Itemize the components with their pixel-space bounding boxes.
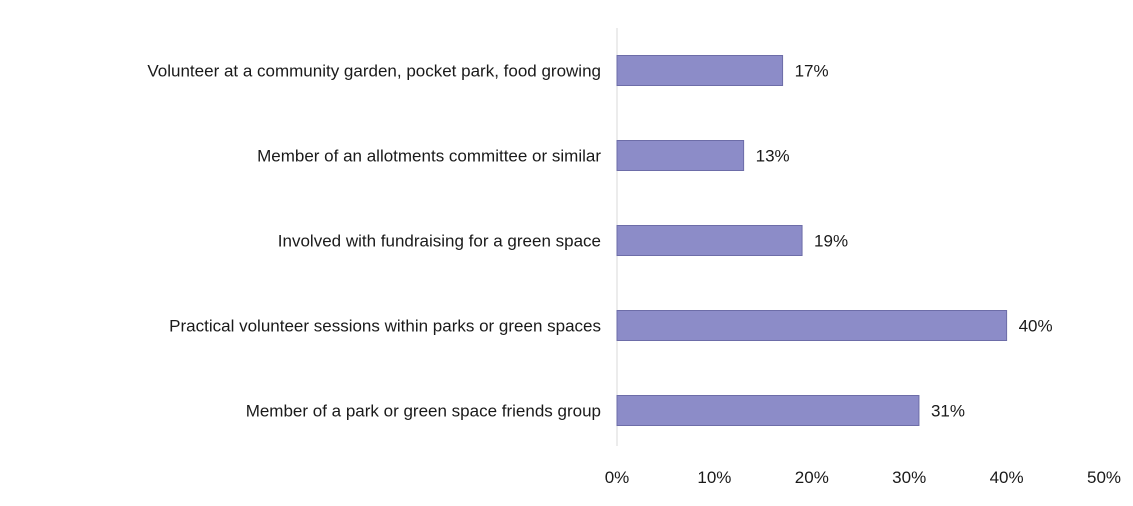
x-tick-labels-group: 0% 10% 20% 30% 40% 50%: [605, 468, 1121, 487]
bar: [616, 395, 920, 426]
x-tick-label: 0%: [605, 468, 630, 487]
category-label: Volunteer at a community garden, pocket …: [147, 62, 601, 81]
category-label: Member of a park or green space friends …: [246, 402, 601, 421]
bar: [616, 55, 784, 86]
x-tick-label: 50%: [1087, 468, 1121, 487]
bars-group: [616, 55, 1008, 426]
data-label: 13%: [756, 147, 790, 166]
x-tick-label: 40%: [990, 468, 1024, 487]
data-label: 31%: [931, 402, 965, 421]
bar: [616, 225, 803, 256]
category-label: Member of an allotments committee or sim…: [257, 147, 601, 166]
category-label: Practical volunteer sessions within park…: [169, 317, 601, 336]
x-tick-label: 10%: [697, 468, 731, 487]
category-label: Involved with fundraising for a green sp…: [278, 232, 601, 251]
bar: [616, 140, 745, 171]
value-labels-group: 17% 13% 19% 40% 31%: [756, 62, 1053, 421]
data-label: 17%: [795, 62, 829, 81]
data-label: 40%: [1019, 317, 1053, 336]
data-label: 19%: [814, 232, 848, 251]
x-tick-label: 20%: [795, 468, 829, 487]
category-labels-group: Volunteer at a community garden, pocket …: [147, 62, 601, 421]
x-tick-label: 30%: [892, 468, 926, 487]
bar: [616, 310, 1008, 341]
